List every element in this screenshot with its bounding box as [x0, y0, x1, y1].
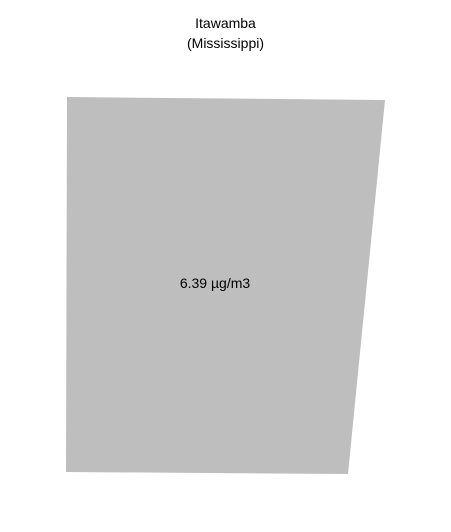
- map-title: Itawamba (Mississippi): [0, 13, 451, 53]
- state-name: (Mississippi): [187, 35, 264, 51]
- county-shape-itawamba: [66, 97, 385, 474]
- county-value-label: 6.39 µg/m3: [179, 275, 251, 291]
- county-name: Itawamba: [195, 15, 256, 31]
